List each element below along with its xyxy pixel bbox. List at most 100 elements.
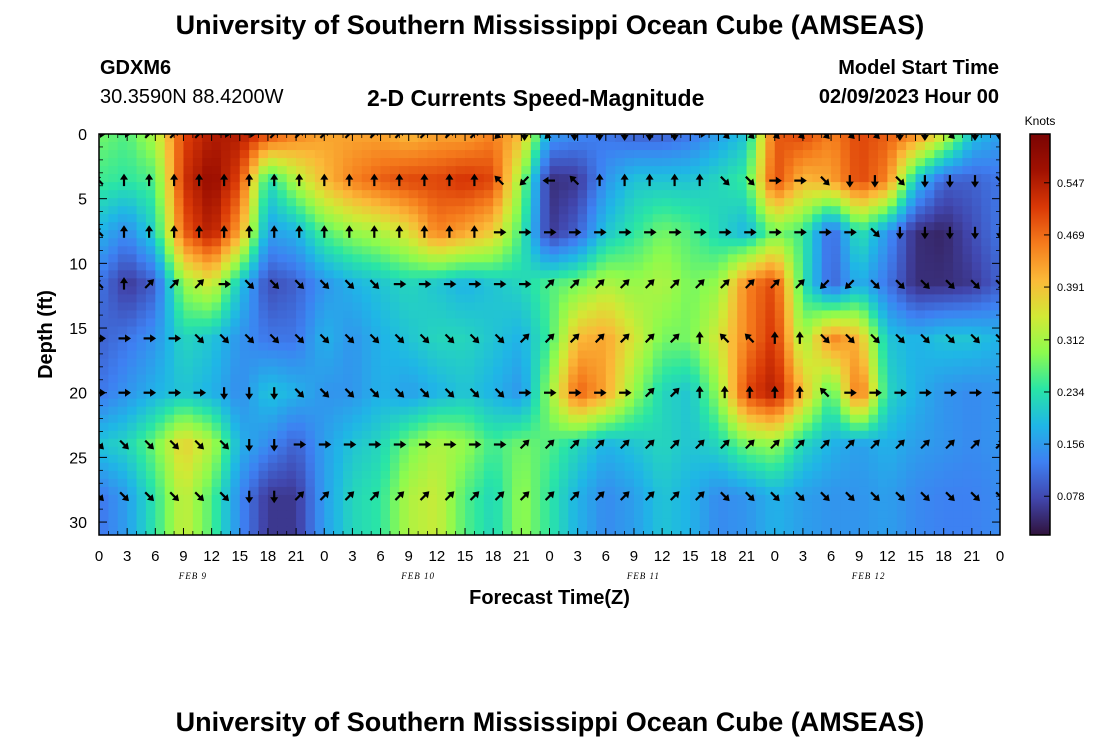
- heat-cell: [577, 502, 588, 512]
- heat-cell: [399, 214, 410, 223]
- heat-cell: [286, 406, 297, 416]
- heat-cell: [558, 486, 569, 496]
- heat-cell: [549, 438, 560, 448]
- heat-cell: [924, 166, 935, 175]
- heat-cell: [774, 358, 785, 368]
- heat-cell: [277, 390, 288, 400]
- heat-cell: [802, 214, 813, 223]
- heat-cell: [774, 158, 785, 167]
- heat-cell: [690, 326, 701, 336]
- heat-cell: [333, 238, 344, 247]
- heat-cell: [624, 350, 635, 360]
- heat-cell: [380, 278, 391, 287]
- heat-cell: [155, 486, 166, 496]
- heat-cell: [343, 422, 354, 432]
- current-arrow: [320, 225, 329, 238]
- heat-cell: [709, 174, 720, 183]
- heat-cell: [408, 214, 419, 223]
- heat-cell: [493, 262, 504, 271]
- heat-cell: [821, 302, 832, 312]
- heat-cell: [352, 286, 363, 295]
- heat-cell: [812, 222, 823, 231]
- heat-cell: [530, 150, 541, 159]
- heat-cell: [530, 262, 541, 271]
- heat-cell: [793, 518, 804, 528]
- heat-cell: [643, 206, 654, 215]
- heat-cell: [371, 470, 382, 480]
- heat-cell: [155, 262, 166, 271]
- heat-cell: [333, 430, 344, 440]
- heat-cell: [164, 198, 175, 207]
- heat-cell: [877, 430, 888, 440]
- heat-cell: [953, 470, 964, 480]
- heat-cell: [465, 326, 476, 336]
- heat-cell: [849, 190, 860, 199]
- heat-cell: [840, 422, 851, 432]
- heat-cell: [633, 342, 644, 352]
- heat-cell: [324, 526, 335, 535]
- heat-cell: [408, 166, 419, 175]
- heat-cell: [821, 358, 832, 368]
- heat-cell: [352, 174, 363, 183]
- heat-cell: [943, 334, 954, 344]
- heat-cell: [267, 510, 278, 520]
- heat-cell: [108, 254, 119, 263]
- heat-cell: [314, 134, 325, 143]
- heat-cell: [305, 406, 316, 416]
- heat-cell: [877, 286, 888, 295]
- heat-cell: [558, 198, 569, 207]
- heat-cell: [718, 166, 729, 175]
- heat-cell: [211, 462, 222, 472]
- heat-cell: [540, 214, 551, 223]
- heat-cell: [389, 286, 400, 295]
- heat-cell: [324, 382, 335, 392]
- heat-cell: [596, 342, 607, 352]
- heat-cell: [493, 278, 504, 287]
- heat-cell: [615, 390, 626, 400]
- heat-cell: [324, 342, 335, 352]
- heat-cell: [164, 470, 175, 480]
- heat-cell: [145, 470, 156, 480]
- heat-cell: [962, 254, 973, 263]
- heat-cell: [906, 190, 917, 199]
- heat-cell: [408, 294, 419, 304]
- heat-cell: [840, 174, 851, 183]
- heat-cell: [333, 358, 344, 368]
- heat-cell: [709, 526, 720, 535]
- heat-cell: [840, 318, 851, 328]
- heat-cell: [690, 366, 701, 376]
- current-arrow: [195, 225, 204, 238]
- heat-cell: [230, 446, 241, 456]
- heat-cell: [371, 526, 382, 535]
- heat-cell: [568, 182, 579, 191]
- heat-cell: [540, 438, 551, 448]
- heat-cell: [155, 198, 166, 207]
- heat-cell: [821, 486, 832, 496]
- heat-cell: [737, 518, 748, 528]
- heat-cell: [239, 422, 250, 432]
- heat-cell: [915, 374, 926, 384]
- heat-cell: [709, 302, 720, 312]
- heat-cell: [718, 262, 729, 271]
- heat-cell: [971, 382, 982, 392]
- current-arrow: [99, 334, 106, 343]
- heat-cell: [418, 134, 429, 143]
- heat-cell: [699, 462, 710, 472]
- heat-cell: [127, 326, 138, 336]
- heat-cell: [981, 286, 992, 295]
- heat-cell: [174, 414, 185, 424]
- heat-cell: [765, 182, 776, 191]
- heat-cell: [868, 262, 879, 271]
- heat-cell: [765, 414, 776, 424]
- heat-cell: [793, 486, 804, 496]
- heat-cell: [427, 294, 438, 304]
- heat-cell: [333, 294, 344, 304]
- heat-cell: [671, 366, 682, 376]
- heat-cell: [774, 134, 785, 143]
- heat-cell: [502, 358, 513, 368]
- heat-cell: [840, 182, 851, 191]
- heat-cell: [831, 142, 842, 151]
- heat-cell: [652, 318, 663, 328]
- heat-cell: [549, 246, 560, 255]
- heat-cell: [446, 406, 457, 416]
